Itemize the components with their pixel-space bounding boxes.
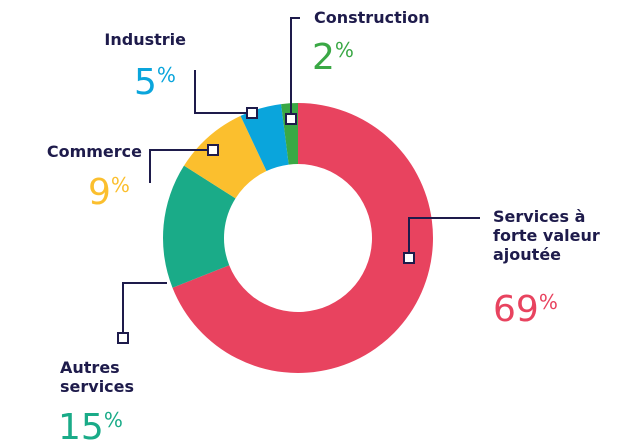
leader-marker xyxy=(246,107,258,119)
category-label: Commerce xyxy=(46,142,142,161)
unit-label: % xyxy=(334,38,354,62)
leader xyxy=(194,70,252,114)
percent-label: 5% xyxy=(134,55,176,109)
unit-label: % xyxy=(110,173,130,197)
leader xyxy=(408,217,480,253)
value-label: 69 xyxy=(493,289,539,330)
leader xyxy=(149,149,213,183)
donut-slice xyxy=(163,165,236,288)
category-label: Services à forte valeur ajoutée xyxy=(493,207,600,264)
leader-marker xyxy=(285,113,297,125)
value-label: 9 xyxy=(88,172,111,213)
donut-slice xyxy=(184,115,267,199)
percent-label: 69% xyxy=(493,282,558,336)
donut-slice xyxy=(240,104,289,172)
category-label: Autres services xyxy=(60,358,135,396)
value-label: 15 xyxy=(58,407,104,448)
category-label: Industrie xyxy=(104,30,186,49)
category-label: Construction xyxy=(314,8,430,27)
percent-label: 9% xyxy=(88,165,130,219)
percent-label: 15% xyxy=(58,400,123,448)
unit-label: % xyxy=(538,290,558,314)
leader-marker xyxy=(403,252,415,264)
value-label: 5 xyxy=(134,62,157,103)
percent-label: 2% xyxy=(312,30,354,84)
leader-marker xyxy=(117,332,129,344)
leaders xyxy=(117,17,480,344)
leader xyxy=(122,282,167,333)
value-label: 2 xyxy=(312,37,335,78)
donut-slice xyxy=(172,103,434,374)
leader-marker xyxy=(207,144,219,156)
leader xyxy=(290,17,300,119)
unit-label: % xyxy=(156,63,176,87)
unit-label: % xyxy=(103,408,123,432)
